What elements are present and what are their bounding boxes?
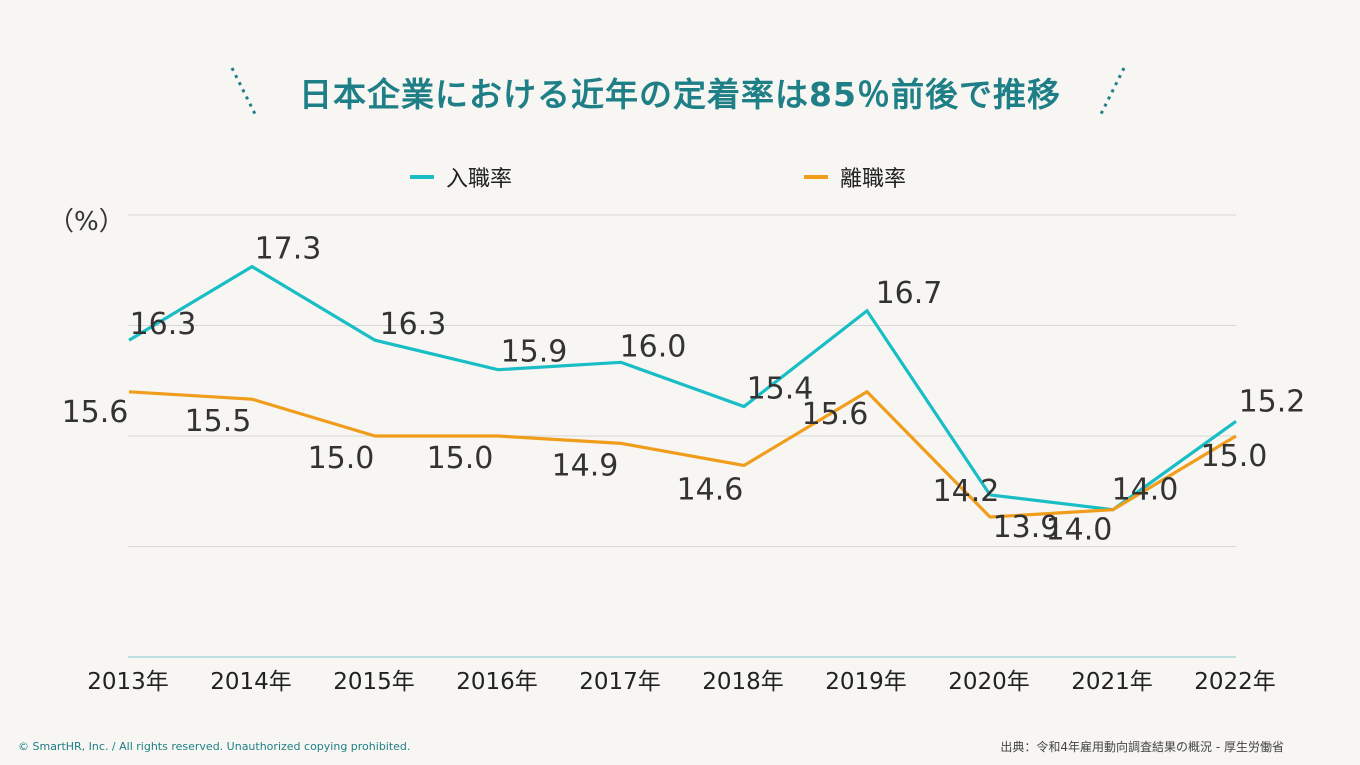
data-label: 15.2 (1239, 384, 1306, 419)
data-label: 15.0 (427, 441, 494, 476)
series-line (128, 389, 1237, 519)
data-label: 14.0 (1046, 513, 1113, 548)
data-label: 15.5 (185, 404, 252, 439)
x-tick-label: 2017年 (579, 669, 661, 695)
data-label: 15.6 (802, 397, 869, 432)
x-tick-label: 2015年 (333, 669, 415, 695)
data-label: 16.3 (380, 307, 447, 342)
data-label: 16.7 (876, 276, 943, 311)
x-tick-label: 2021年 (1071, 669, 1153, 695)
series-line (128, 264, 1237, 512)
left-decoration-icon (230, 67, 258, 117)
data-label: 15.0 (308, 441, 375, 476)
data-label: 17.3 (255, 232, 322, 267)
right-decoration-icon (1098, 67, 1126, 117)
x-tick-label: 2018年 (702, 669, 784, 695)
x-tick-label: 2016年 (456, 669, 538, 695)
x-tick-label: 2019年 (825, 669, 907, 695)
data-label: 14.2 (933, 474, 1000, 509)
x-tick-label: 2020年 (948, 669, 1030, 695)
data-label: 16.0 (620, 329, 687, 364)
data-label: 13.9 (993, 510, 1060, 545)
data-label: 15.4 (747, 372, 814, 407)
data-label: 14.6 (677, 472, 744, 507)
data-label: 14.0 (1112, 473, 1179, 508)
x-tick-label: 2022年 (1194, 669, 1276, 695)
source-note: 出典：令和4年雇用動向調査結果の概況 - 厚生労働省 (1000, 740, 1284, 754)
legend-label: 入職率 (446, 167, 512, 192)
data-label: 15.6 (62, 395, 129, 430)
y-axis-unit-label: （%） (48, 207, 125, 237)
chart-title: 日本企業における近年の定着率は85％前後で推移 (299, 75, 1061, 114)
data-label: 14.9 (552, 448, 619, 483)
data-label: 15.0 (1201, 439, 1268, 474)
copyright-notice: © SmartHR, Inc. / All rights reserved. U… (18, 740, 411, 753)
data-label: 16.3 (130, 307, 197, 342)
x-tick-label: 2013年 (87, 669, 169, 695)
data-label: 15.9 (501, 335, 568, 370)
legend-label: 離職率 (840, 167, 906, 192)
x-tick-label: 2014年 (210, 669, 292, 695)
